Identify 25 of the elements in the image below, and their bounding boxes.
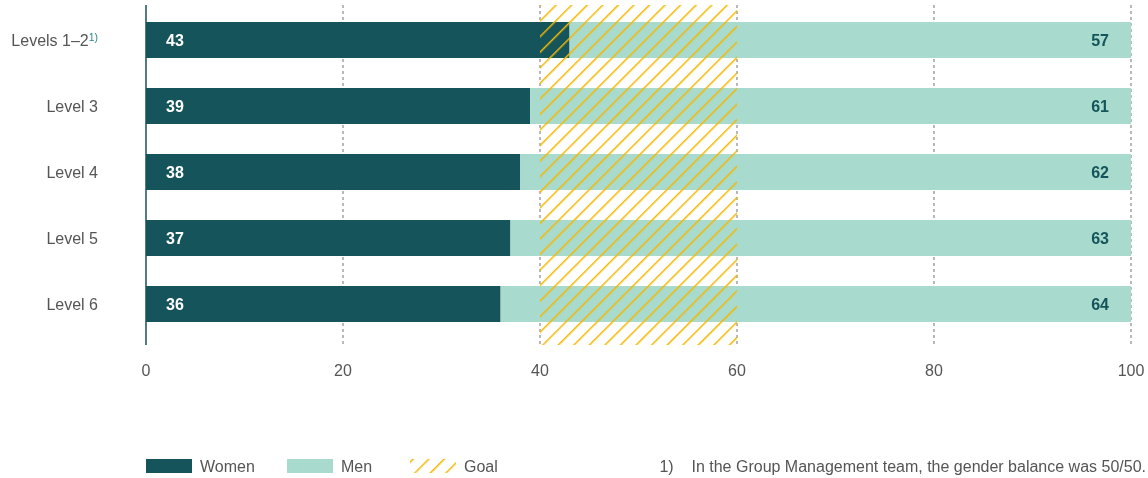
- x-tick-label: 100: [1117, 362, 1145, 379]
- legend-label: Women: [200, 458, 255, 475]
- x-tick-label: 40: [531, 362, 549, 379]
- data-label: 64: [1091, 296, 1110, 313]
- y-tick-label: Levels 1–2$^{1)}$: [11, 31, 98, 49]
- y-tick-label: Level 5: [46, 230, 99, 247]
- data-label: 43: [166, 32, 184, 49]
- y-tick-label: Level 3: [46, 98, 99, 115]
- data-label: 36: [166, 296, 184, 313]
- legend-label: Goal: [464, 458, 498, 475]
- x-tick-label: 80: [925, 362, 943, 379]
- data-label: 61: [1091, 98, 1110, 115]
- data-label: 62: [1091, 164, 1110, 181]
- text: 1) In the Group Management team, the gender balance was 50/50.: [659, 458, 1146, 475]
- x-tick-label: 60: [728, 362, 746, 379]
- data-label: 38: [166, 164, 184, 181]
- y-tick-label: Level 6: [46, 296, 99, 313]
- legend-label: Men: [341, 458, 373, 475]
- data-label: 37: [166, 230, 184, 247]
- data-label: 39: [166, 98, 184, 115]
- data-label: 63: [1091, 230, 1110, 247]
- y-tick-label: Level 4: [46, 164, 99, 181]
- x-tick-label: 20: [334, 362, 352, 379]
- x-tick-label: 0: [141, 362, 151, 379]
- data-label: 57: [1091, 32, 1110, 49]
